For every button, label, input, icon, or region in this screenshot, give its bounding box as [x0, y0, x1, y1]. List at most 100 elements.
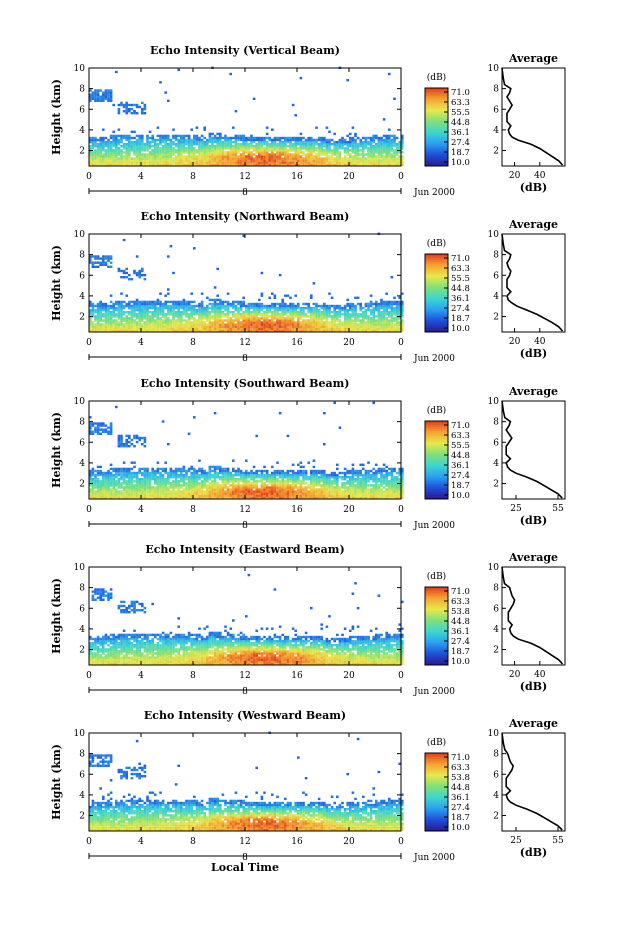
heatmap-cell: [239, 134, 243, 138]
heatmap-cell: [213, 147, 217, 150]
heatmap-cell: [395, 329, 399, 332]
heatmap-cell: [325, 478, 329, 481]
heatmap-cell: [172, 161, 175, 164]
heatmap-cell: [401, 155, 404, 158]
heatmap-cell: [125, 321, 128, 324]
heatmap-cell: [372, 147, 375, 150]
heatmap-cell: [284, 161, 287, 164]
heatmap-cell: [310, 490, 313, 493]
heatmap-cell: [135, 138, 139, 142]
heatmap-cell: [172, 317, 175, 320]
heatmap-cell: [143, 329, 147, 332]
heatmap-cell: [161, 327, 165, 330]
heatmap-cell: [268, 482, 271, 485]
heatmap-cell: [99, 315, 102, 318]
heatmap-cell: [133, 484, 136, 487]
heatmap-cell: [377, 155, 381, 158]
heatmap-cell: [281, 476, 284, 479]
heatmap-cell: [349, 163, 352, 166]
heatmap-cell: [115, 157, 118, 160]
heatmap-cell: [187, 317, 191, 320]
heatmap-cell: [291, 490, 295, 493]
heatmap-cell: [242, 480, 245, 483]
heatmap-cell: [328, 323, 331, 326]
heatmap-cell: [107, 89, 110, 92]
heatmap-cell: [91, 496, 95, 499]
heatmap-cell: [336, 327, 339, 330]
heatmap-cell: [224, 151, 227, 154]
heatmap-cell: [380, 300, 383, 304]
heatmap-cell: [239, 478, 243, 481]
heatmap-cell: [265, 159, 269, 162]
heatmap-cell: [229, 321, 232, 324]
heatmap-cell: [271, 311, 274, 314]
colorbar-swatch: [425, 101, 448, 105]
heatmap-cell: [351, 151, 355, 154]
heatmap-cell: [206, 476, 209, 479]
heatmap-cell: [198, 163, 201, 166]
heatmap-cell: [94, 309, 97, 312]
heatmap-cell: [167, 488, 170, 491]
heatmap-cell: [182, 302, 186, 306]
heatmap-cell: [315, 469, 318, 473]
heatmap-cell: [226, 313, 230, 316]
heatmap-cell: [333, 492, 336, 495]
heatmap-cell: [356, 149, 360, 152]
heatmap-cell: [167, 138, 170, 142]
colorbar-swatch: [425, 304, 448, 308]
x-tick-label: 4: [138, 338, 144, 348]
heatmap-cell: [141, 436, 144, 440]
heatmap-cell: [286, 319, 290, 322]
heatmap-cell: [148, 153, 152, 156]
heatmap-cell: [349, 325, 352, 328]
colorbar-swatch: [425, 148, 448, 151]
heatmap-cell: [177, 159, 180, 162]
heatmap-cell: [96, 309, 100, 312]
heatmap-cell: [180, 136, 183, 140]
heatmap-cell: [211, 325, 214, 328]
heatmap-cell: [117, 484, 121, 487]
heatmap-cell: [310, 327, 313, 330]
heatmap-cell: [354, 134, 357, 138]
heatmap-cell: [320, 476, 323, 479]
heatmap-cell: [128, 471, 131, 475]
heatmap-cell: [226, 471, 230, 475]
heatmap-cell: [224, 304, 227, 308]
heatmap-cell: [94, 428, 97, 431]
heatmap-cell: [265, 473, 269, 477]
heatmap-cell: [216, 306, 219, 310]
heatmap-cell: [224, 163, 227, 166]
heatmap-cell: [302, 302, 305, 306]
heatmap-cell: [216, 143, 219, 146]
heatmap-cell: [302, 315, 305, 318]
heatmap-cell: [385, 149, 388, 152]
heatmap-cell: [304, 143, 308, 146]
heatmap-cell: [380, 153, 383, 156]
heatmap-cell: [122, 161, 126, 164]
heatmap-cell: [304, 471, 308, 475]
heatmap-cell: [297, 313, 300, 316]
heatmap-cell: [250, 153, 253, 156]
heatmap-cell: [354, 309, 357, 312]
heatmap-cell: [232, 140, 235, 144]
heatmap-cell: [325, 149, 329, 152]
colorbar-swatch: [425, 320, 448, 323]
heatmap-cell: [148, 143, 152, 146]
heatmap-cell: [224, 469, 227, 473]
heatmap-cell: [156, 145, 160, 148]
heatmap-cell: [320, 484, 323, 487]
heatmap-cell: [302, 494, 305, 497]
heatmap-cell: [312, 321, 316, 324]
heatmap-cell: [109, 140, 113, 144]
heatmap-cell: [219, 136, 222, 140]
heatmap-cell: [297, 315, 300, 318]
heatmap-cell: [377, 323, 381, 326]
heatmap-cell: [89, 469, 92, 473]
heatmap-cell: [393, 309, 396, 312]
heatmap-cell: [115, 140, 118, 144]
heatmap-cell: [232, 163, 235, 166]
heatmap-cell: [182, 480, 186, 483]
heatmap-cell: [328, 292, 331, 295]
heatmap-cell: [341, 313, 344, 316]
heatmap-cell: [281, 304, 284, 308]
